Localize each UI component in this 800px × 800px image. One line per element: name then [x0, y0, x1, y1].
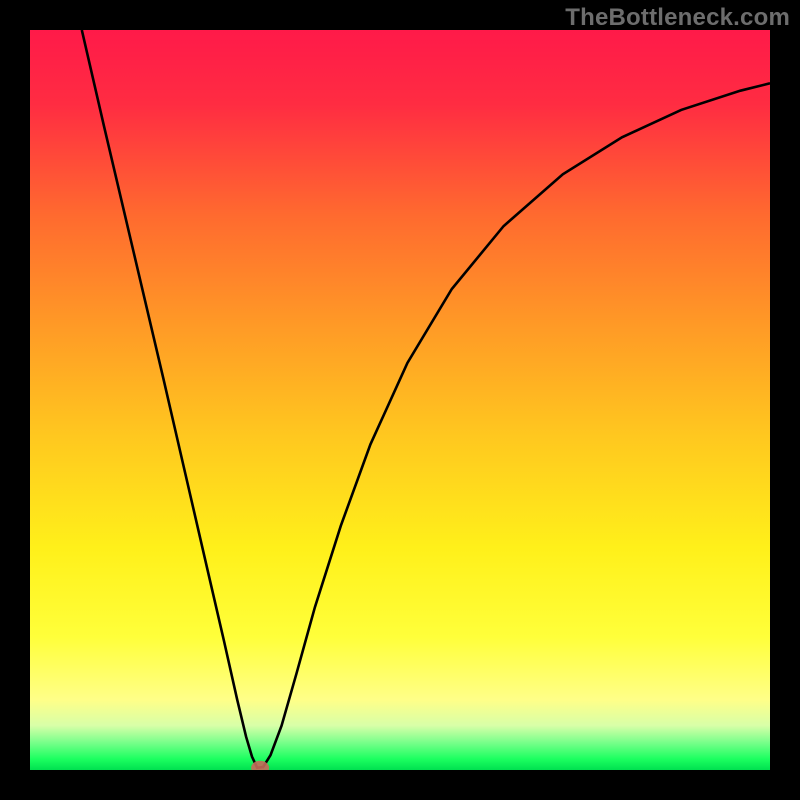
bottleneck-chart — [0, 0, 800, 800]
gradient-background — [30, 30, 770, 770]
chart-container: { "watermark": { "text": "TheBottleneck.… — [0, 0, 800, 800]
watermark-text: TheBottleneck.com — [565, 4, 790, 32]
